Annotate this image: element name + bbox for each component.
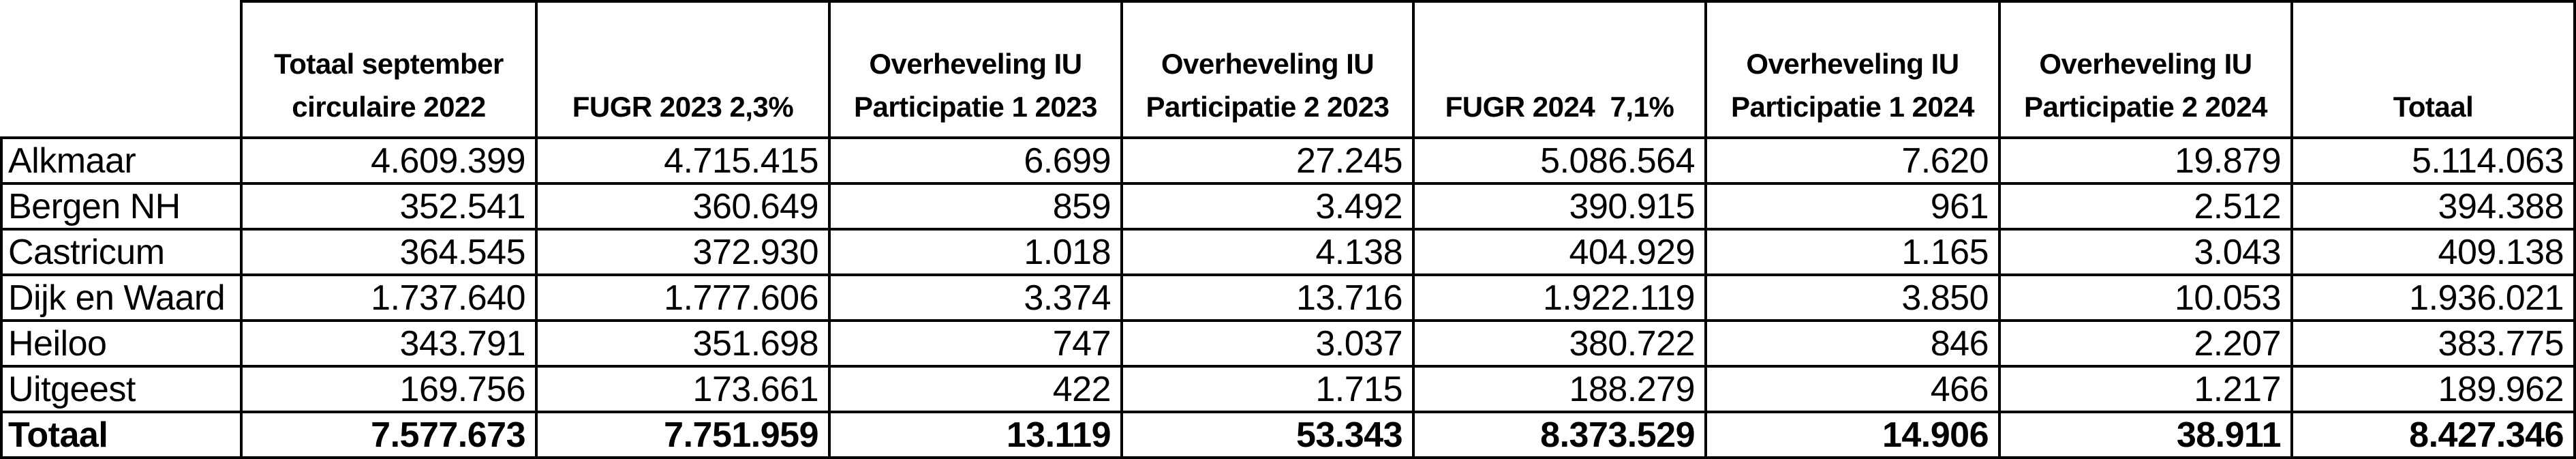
value-cell[interactable]: 1.217 xyxy=(1998,365,2293,413)
row-label-heiloo[interactable]: Heiloo xyxy=(0,319,243,368)
table-row-bergen-nh: Bergen NH 352.541 360.649 859 3.492 390.… xyxy=(0,182,2576,231)
value-cell[interactable]: 1.715 xyxy=(1120,365,1415,413)
col-header-totaal[interactable]: Totaal xyxy=(2290,0,2576,139)
row-label-totaal[interactable]: Totaal xyxy=(0,411,243,459)
value-cell[interactable]: 360.649 xyxy=(535,182,831,231)
total-value-cell[interactable]: 8.373.529 xyxy=(1412,411,1707,459)
table-row-totaal: Totaal 7.577.673 7.751.959 13.119 53.343… xyxy=(0,411,2576,459)
value-cell[interactable]: 1.936.021 xyxy=(2290,273,2576,322)
value-cell[interactable]: 3.492 xyxy=(1120,182,1415,231)
value-cell[interactable]: 3.850 xyxy=(1704,273,2001,322)
col-header-overheveling-iu-participatie-1-2023[interactable]: Overheveling IU Participatie 1 2023 xyxy=(828,0,1123,139)
total-value-cell[interactable]: 14.906 xyxy=(1704,411,2001,459)
value-cell[interactable]: 19.879 xyxy=(1998,136,2293,185)
row-label-uitgeest[interactable]: Uitgeest xyxy=(0,365,243,413)
value-cell[interactable]: 3.037 xyxy=(1120,319,1415,368)
value-cell[interactable]: 343.791 xyxy=(240,319,538,368)
value-cell[interactable]: 4.609.399 xyxy=(240,136,538,185)
value-cell[interactable]: 169.756 xyxy=(240,365,538,413)
table-row-uitgeest: Uitgeest 169.756 173.661 422 1.715 188.2… xyxy=(0,365,2576,413)
value-cell[interactable]: 7.620 xyxy=(1704,136,2001,185)
col-header-fugr-2024[interactable]: FUGR 2024 7,1% xyxy=(1412,0,1707,139)
table-row-alkmaar: Alkmaar 4.609.399 4.715.415 6.699 27.245… xyxy=(0,136,2576,185)
value-cell[interactable]: 394.388 xyxy=(2290,182,2576,231)
total-value-cell[interactable]: 13.119 xyxy=(828,411,1123,459)
value-cell[interactable]: 1.922.119 xyxy=(1412,273,1707,322)
value-cell[interactable]: 383.775 xyxy=(2290,319,2576,368)
value-cell[interactable]: 4.138 xyxy=(1120,228,1415,276)
total-value-cell[interactable]: 53.343 xyxy=(1120,411,1415,459)
value-cell[interactable]: 846 xyxy=(1704,319,2001,368)
total-value-cell[interactable]: 38.911 xyxy=(1998,411,2293,459)
total-value-cell[interactable]: 8.427.346 xyxy=(2290,411,2576,459)
value-cell[interactable]: 5.086.564 xyxy=(1412,136,1707,185)
row-label-castricum[interactable]: Castricum xyxy=(0,228,243,276)
value-cell[interactable]: 390.915 xyxy=(1412,182,1707,231)
table-header: Totaal september circulaire 2022 FUGR 20… xyxy=(1,0,2576,139)
value-cell[interactable]: 352.541 xyxy=(240,182,538,231)
value-cell[interactable]: 6.699 xyxy=(828,136,1123,185)
value-cell[interactable]: 351.698 xyxy=(535,319,831,368)
col-header-totaal-september-circulaire-2022[interactable]: Totaal september circulaire 2022 xyxy=(240,0,538,139)
value-cell[interactable]: 1.737.640 xyxy=(240,273,538,322)
value-cell[interactable]: 466 xyxy=(1704,365,2001,413)
value-cell[interactable]: 961 xyxy=(1704,182,2001,231)
row-label-alkmaar[interactable]: Alkmaar xyxy=(0,136,243,185)
row-label-dijk-en-waard[interactable]: Dijk en Waard xyxy=(0,273,243,322)
value-cell[interactable]: 188.279 xyxy=(1412,365,1707,413)
col-header-overheveling-iu-participatie-1-2024[interactable]: Overheveling IU Participatie 1 2024 xyxy=(1704,0,2001,139)
value-cell[interactable]: 189.962 xyxy=(2290,365,2576,413)
value-cell[interactable]: 10.053 xyxy=(1998,273,2293,322)
total-value-cell[interactable]: 7.577.673 xyxy=(240,411,538,459)
value-cell[interactable]: 747 xyxy=(828,319,1123,368)
table-row-castricum: Castricum 364.545 372.930 1.018 4.138 40… xyxy=(0,228,2576,276)
value-cell[interactable]: 1.018 xyxy=(828,228,1123,276)
value-cell[interactable]: 1.777.606 xyxy=(535,273,831,322)
value-cell[interactable]: 173.661 xyxy=(535,365,831,413)
value-cell[interactable]: 364.545 xyxy=(240,228,538,276)
value-cell[interactable]: 4.715.415 xyxy=(535,136,831,185)
value-cell[interactable]: 3.043 xyxy=(1998,228,2293,276)
table-row-dijk-en-waard: Dijk en Waard 1.737.640 1.777.606 3.374 … xyxy=(0,273,2576,322)
total-value-cell[interactable]: 7.751.959 xyxy=(535,411,831,459)
value-cell[interactable]: 372.930 xyxy=(535,228,831,276)
col-header-fugr-2023[interactable]: FUGR 2023 2,3% xyxy=(535,0,831,139)
value-cell[interactable]: 2.512 xyxy=(1998,182,2293,231)
value-cell[interactable]: 380.722 xyxy=(1412,319,1707,368)
value-cell[interactable]: 1.165 xyxy=(1704,228,2001,276)
table-body: Alkmaar 4.609.399 4.715.415 6.699 27.245… xyxy=(0,136,2576,459)
value-cell[interactable]: 5.114.063 xyxy=(2290,136,2576,185)
row-label-bergen-nh[interactable]: Bergen NH xyxy=(0,182,243,231)
value-cell[interactable]: 409.138 xyxy=(2290,228,2576,276)
col-header-overheveling-iu-participatie-2-2023[interactable]: Overheveling IU Participatie 2 2023 xyxy=(1120,0,1415,139)
value-cell[interactable]: 2.207 xyxy=(1998,319,2293,368)
value-cell[interactable]: 422 xyxy=(828,365,1123,413)
value-cell[interactable]: 13.716 xyxy=(1120,273,1415,322)
value-cell[interactable]: 859 xyxy=(828,182,1123,231)
col-header-overheveling-iu-participatie-2-2024[interactable]: Overheveling IU Participatie 2 2024 xyxy=(1998,0,2293,139)
value-cell[interactable]: 3.374 xyxy=(828,273,1123,322)
col-header-row-label[interactable] xyxy=(1,1,243,139)
header-row: Totaal september circulaire 2022 FUGR 20… xyxy=(1,0,2576,139)
value-cell[interactable]: 27.245 xyxy=(1120,136,1415,185)
table-row-heiloo: Heiloo 343.791 351.698 747 3.037 380.722… xyxy=(0,319,2576,368)
value-cell[interactable]: 404.929 xyxy=(1412,228,1707,276)
